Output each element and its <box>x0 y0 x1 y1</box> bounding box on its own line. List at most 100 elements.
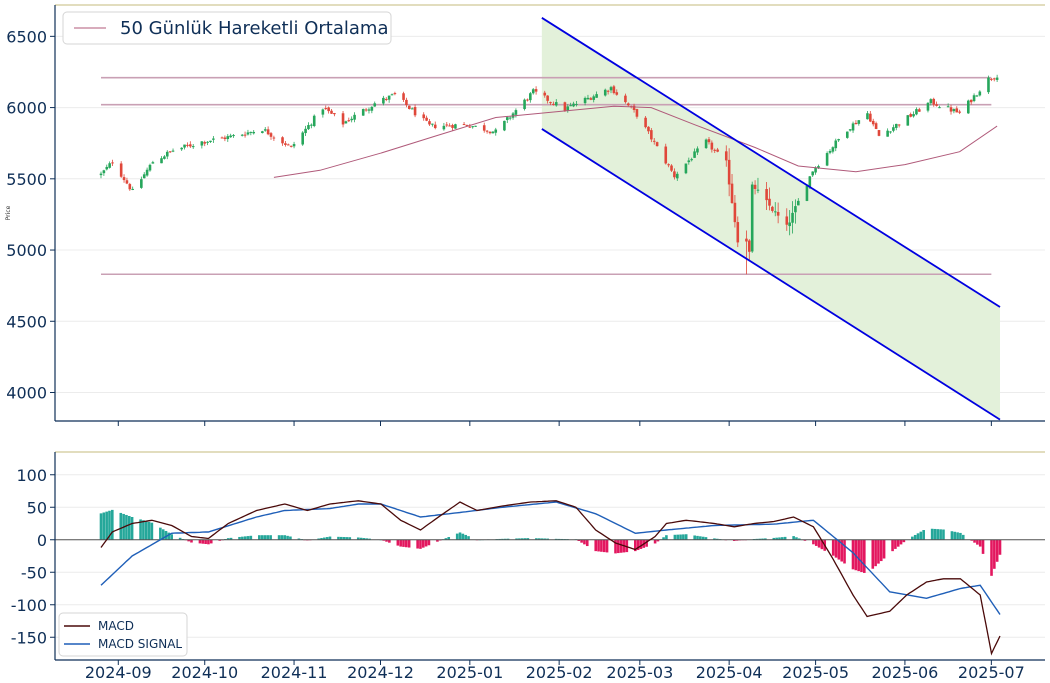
histogram-bar <box>365 538 369 540</box>
histogram-bar <box>713 538 716 540</box>
x-tick-label: 2024-11 <box>261 663 328 682</box>
histogram-bar <box>396 539 400 546</box>
histogram-bar <box>995 539 999 562</box>
candle-body <box>246 132 250 135</box>
histogram-bar <box>583 539 586 545</box>
histogram-bar <box>283 535 287 540</box>
candle-body <box>704 139 708 149</box>
histogram-bar <box>458 532 462 540</box>
histogram-bar <box>950 531 954 540</box>
candle-body <box>866 113 869 120</box>
histogram-bar <box>894 539 897 549</box>
histogram-bar <box>506 538 510 540</box>
histogram-bar <box>419 539 422 549</box>
histogram-bar <box>792 536 795 540</box>
candle-body <box>897 124 901 126</box>
candle-body <box>794 206 797 213</box>
histogram-bar <box>882 539 886 559</box>
histogram-bar <box>238 536 241 540</box>
candle-body <box>301 132 304 145</box>
histogram-bar <box>679 534 682 540</box>
candle-body <box>814 167 817 173</box>
candle-body <box>433 124 437 129</box>
candle-body <box>347 120 351 122</box>
candle-body <box>160 158 163 164</box>
candle-body <box>825 153 829 166</box>
candle-body <box>341 113 345 125</box>
histogram-bar <box>467 536 470 540</box>
histogram-bar <box>899 539 903 545</box>
candle-body <box>488 131 492 134</box>
candle-body <box>310 124 313 126</box>
histogram-bar <box>891 539 894 552</box>
histogram-bar <box>939 529 942 540</box>
histogram-bar <box>693 535 696 540</box>
macd-y-tick-label: 100 <box>16 466 47 485</box>
histogram-bar <box>701 536 705 540</box>
candle-body <box>410 108 414 110</box>
histogram-bar <box>405 539 408 548</box>
candle-body <box>575 103 578 105</box>
candle-body <box>361 109 365 116</box>
histogram-bar <box>911 536 914 540</box>
histogram-bar <box>605 539 609 553</box>
histogram-bar <box>142 520 145 540</box>
histogram-bar <box>260 535 264 540</box>
candle-body <box>465 124 469 126</box>
candle-body <box>474 125 477 127</box>
candle-body <box>485 130 489 132</box>
candle-body <box>958 111 961 113</box>
histogram-bar <box>673 534 677 540</box>
candle-body <box>462 124 466 126</box>
channel-fill <box>541 17 1000 420</box>
candle-body <box>402 93 405 100</box>
price-legend: 50 Günlük Hareketli Ortalama <box>62 11 392 45</box>
x-tick-label: 2025-02 <box>526 663 593 682</box>
histogram-bar <box>922 530 925 540</box>
candle-body <box>845 131 849 138</box>
candle-body <box>209 140 212 143</box>
candle-body <box>684 163 688 174</box>
candle-body <box>889 131 892 133</box>
candle-body <box>321 109 325 115</box>
candle-body <box>373 103 377 107</box>
candle-body <box>851 123 855 131</box>
candle-body <box>753 184 757 189</box>
histogram-bar <box>218 539 222 541</box>
candle-body <box>286 144 290 146</box>
candle-body <box>667 164 670 166</box>
candle-body <box>454 124 457 129</box>
histogram-bar <box>656 539 660 542</box>
moving-average <box>273 105 998 178</box>
candle-body <box>390 94 394 96</box>
x-tick-label: 2024-09 <box>85 663 152 682</box>
candle-body <box>189 144 192 147</box>
histogram-bar <box>198 539 202 544</box>
candle-body <box>586 97 590 100</box>
candle-body <box>707 139 711 143</box>
histogram-bar <box>585 539 589 547</box>
candle-body <box>748 240 751 252</box>
histogram-bar <box>229 537 233 540</box>
candle-body <box>102 170 106 174</box>
candle-body <box>929 99 933 104</box>
candle-body <box>869 113 872 122</box>
candle-body <box>938 107 941 109</box>
histogram-bar <box>427 539 431 546</box>
candle-body <box>952 109 956 112</box>
histogram-bar <box>993 539 996 569</box>
histogram-bar <box>170 534 173 540</box>
candle-body <box>713 149 717 151</box>
histogram-bar <box>761 538 764 540</box>
histogram-bar <box>778 537 781 540</box>
candle-body <box>125 180 129 184</box>
histogram-bar <box>280 535 284 540</box>
histogram-bar <box>515 538 518 540</box>
histogram-bar <box>342 537 346 540</box>
candle-body <box>508 117 512 119</box>
candle-body <box>912 114 915 117</box>
histogram-bar <box>597 539 600 552</box>
histogram-bar <box>297 538 301 540</box>
candle-body <box>975 95 979 97</box>
candle-body <box>932 98 936 105</box>
